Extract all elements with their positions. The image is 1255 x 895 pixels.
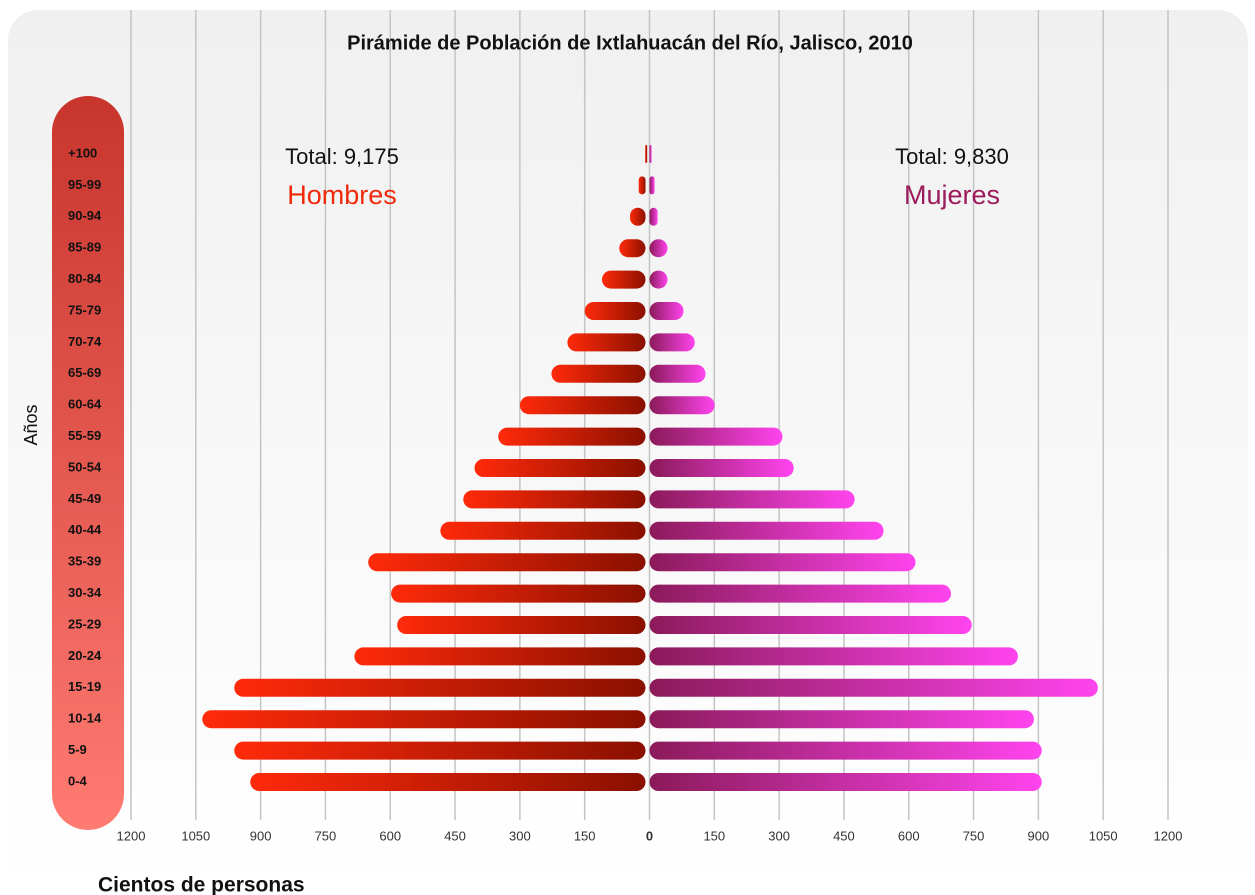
bar: [649, 427, 783, 446]
x-tick-label: 450: [444, 828, 466, 843]
bar: [368, 553, 646, 572]
category-label: 0-4: [68, 773, 88, 788]
x-tick-label: 600: [379, 828, 401, 843]
bar: [354, 647, 646, 666]
x-tick-label: 900: [1028, 828, 1050, 843]
category-label: 55-59: [68, 428, 101, 443]
category-label: 85-89: [68, 240, 101, 255]
x-tick-label: 900: [250, 828, 272, 843]
category-label: 40-44: [68, 522, 102, 537]
category-label: 80-84: [68, 271, 102, 286]
x-axis-label: Cientos de personas: [98, 874, 305, 895]
category-label: 60-64: [68, 397, 102, 412]
bar: [463, 490, 646, 509]
bar: [234, 741, 646, 760]
bar: [649, 364, 706, 383]
category-label: 90-94: [68, 208, 102, 223]
x-tick-label: 300: [509, 828, 531, 843]
x-tick-label: 150: [574, 828, 596, 843]
card: [8, 10, 1248, 890]
bar: [649, 741, 1042, 760]
bar: [649, 302, 684, 320]
category-label: +100: [68, 145, 97, 160]
bar: [619, 239, 646, 258]
total-label: Total: 9,175: [285, 144, 399, 169]
category-label: 15-19: [68, 679, 101, 694]
bar: [649, 584, 951, 603]
x-tick-label: 450: [833, 828, 855, 843]
bar: [649, 239, 668, 258]
total-label: Total: 9,830: [895, 144, 1009, 169]
bar: [601, 270, 646, 289]
bar: [498, 427, 646, 446]
x-tick-label: 150: [703, 828, 725, 843]
bar: [567, 333, 646, 352]
category-label: 45-49: [68, 491, 101, 506]
bar: [649, 270, 668, 289]
bar: [474, 459, 646, 477]
bar: [645, 145, 648, 163]
bar: [649, 553, 916, 572]
bar: [250, 773, 646, 791]
legend-label: Hombres: [287, 180, 397, 210]
chart-title: Pirámide de Población de Ixtlahuacán del…: [347, 32, 913, 54]
x-tick-label: 0: [646, 828, 653, 843]
bar: [649, 207, 658, 226]
x-tick-label: 750: [963, 828, 985, 843]
bar: [649, 396, 715, 415]
bar: [397, 616, 646, 634]
bar: [584, 302, 646, 320]
category-label: 35-39: [68, 554, 101, 569]
x-tick-label: 300: [768, 828, 790, 843]
bar: [630, 207, 646, 226]
bar: [649, 490, 855, 509]
age-band: [52, 96, 124, 830]
bar: [649, 145, 652, 163]
bar: [649, 710, 1034, 729]
bar: [391, 584, 646, 603]
category-label: 75-79: [68, 302, 101, 317]
bar: [638, 176, 646, 195]
category-label: 95-99: [68, 177, 101, 192]
category-label: 25-29: [68, 616, 101, 631]
x-tick-label: 1050: [181, 828, 210, 843]
bar: [234, 678, 646, 697]
bar: [551, 364, 646, 383]
legend-label: Mujeres: [904, 180, 1000, 210]
bar: [649, 176, 655, 195]
bar: [519, 396, 646, 415]
y-axis-label: Años: [21, 404, 41, 445]
bar: [440, 521, 646, 540]
category-label: 50-54: [68, 459, 102, 474]
bar: [649, 333, 695, 352]
bar: [649, 773, 1042, 791]
x-tick-label: 1050: [1089, 828, 1118, 843]
x-tick-label: 1200: [1154, 828, 1183, 843]
category-label: 30-34: [68, 585, 102, 600]
bar: [649, 678, 1098, 697]
x-tick-label: 600: [898, 828, 920, 843]
x-tick-label: 1200: [117, 828, 146, 843]
bar: [202, 710, 646, 729]
bar: [649, 459, 794, 477]
category-label: 20-24: [68, 648, 102, 663]
category-label: 70-74: [68, 334, 102, 349]
category-label: 5-9: [68, 742, 87, 757]
bar: [649, 616, 972, 634]
x-tick-label: 750: [315, 828, 337, 843]
bar: [649, 521, 884, 540]
category-label: 10-14: [68, 711, 102, 726]
bar: [649, 647, 1018, 666]
category-label: 65-69: [68, 365, 101, 380]
